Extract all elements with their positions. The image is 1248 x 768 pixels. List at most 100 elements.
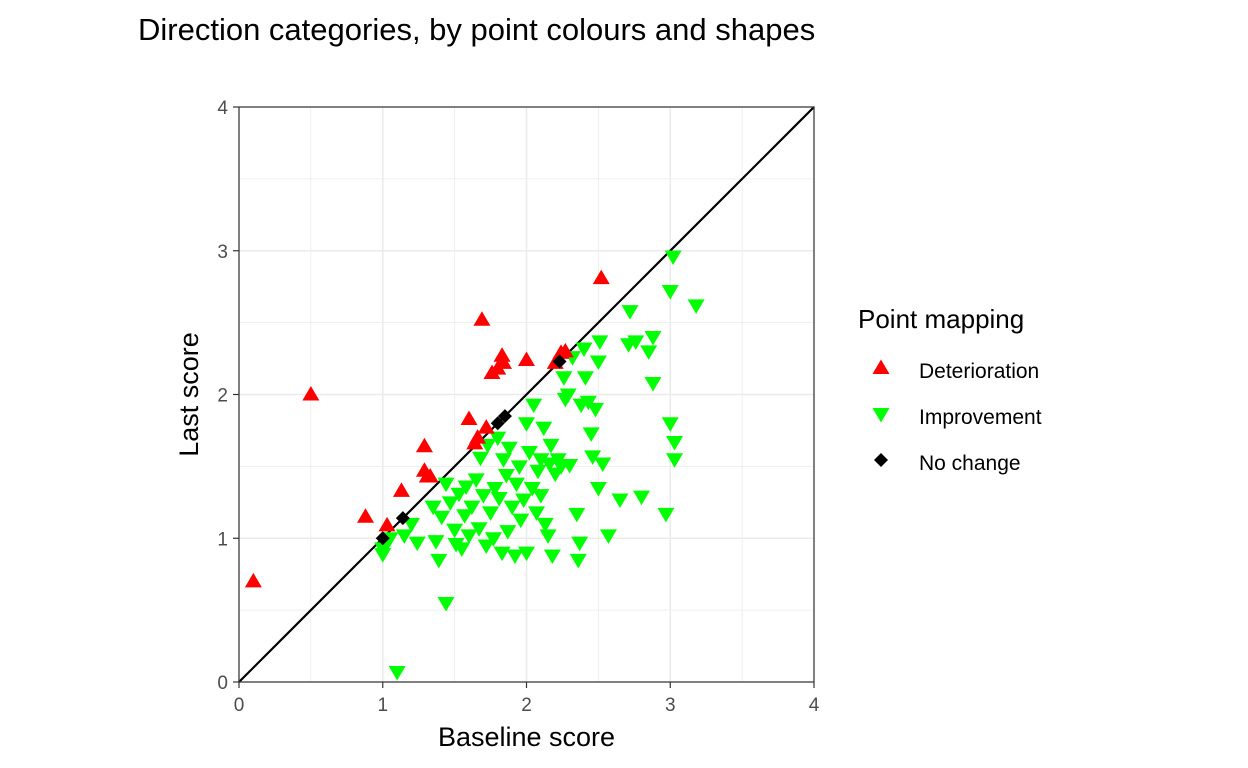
improvement-point (500, 441, 518, 457)
x-tick-label: 2 (521, 695, 532, 716)
improvement-point (503, 500, 521, 516)
improvement-point (470, 522, 488, 537)
improvement-point (644, 331, 662, 346)
deterioration-point (460, 410, 478, 425)
deterioration-point (477, 419, 495, 434)
no-change-point (375, 531, 390, 546)
y-tick-label: 2 (217, 386, 228, 407)
deterioration-point (493, 347, 511, 362)
improvement-point (589, 481, 607, 497)
improvement-point (450, 487, 468, 503)
improvement-point (532, 489, 550, 504)
y-tick-label: 3 (217, 242, 228, 263)
improvement-point (518, 417, 535, 432)
improvement-point (457, 480, 475, 495)
improvement-point (657, 507, 675, 523)
legend-label-improvement: Improvement (919, 406, 1042, 429)
improvement-point (569, 553, 587, 569)
improvement-point (528, 506, 546, 521)
improvement-point (661, 285, 679, 300)
y-tick-label: 4 (217, 98, 228, 119)
improvement-point (568, 507, 586, 523)
improvement-point (633, 490, 650, 506)
improvement-point (460, 529, 478, 544)
improvement-point (661, 417, 679, 432)
improvement-point (495, 453, 512, 468)
improvement-point (599, 529, 617, 544)
improvement-point (666, 453, 684, 468)
no-change-point (395, 511, 410, 526)
improvement-point (388, 665, 406, 681)
improvement-point (664, 250, 682, 265)
improvement-point (591, 335, 609, 350)
legend-label-no-change: No change (919, 452, 1021, 475)
improvement-point (525, 398, 543, 414)
improvement-point (463, 500, 481, 516)
improvement-point (575, 342, 593, 357)
improvement-point (441, 496, 459, 511)
deterioration-point (556, 342, 574, 358)
improvement-point (515, 493, 533, 508)
improvement-point (543, 549, 561, 564)
reference-line (238, 106, 815, 683)
improvement-point (497, 469, 515, 484)
legend-label-deterioration: Deterioration (919, 360, 1039, 383)
improvement-point (453, 542, 471, 557)
improvement-point (587, 402, 604, 418)
improvement-point (456, 509, 474, 524)
improvement-point (403, 517, 420, 533)
legend-key-deterioration (872, 359, 890, 374)
deterioration-point (495, 354, 512, 369)
no-change-point (490, 416, 505, 431)
axis-ticks: 0 1 2 3 4 0 1 2 3 4 (217, 98, 819, 716)
deterioration-point (302, 386, 320, 401)
improvement-point (489, 431, 507, 447)
x-tick-label: 4 (809, 695, 820, 716)
deterioration-point (469, 429, 487, 444)
deterioration-point (415, 437, 433, 453)
deterioration-point (357, 508, 374, 523)
improvement-point (518, 546, 535, 562)
improvement-point (594, 457, 612, 472)
deterioration-point (592, 269, 610, 285)
improvement-point (408, 536, 426, 552)
improvement-point (559, 388, 577, 403)
improvement-point (437, 596, 455, 612)
x-tick-label: 0 (234, 695, 245, 716)
improvement-point (490, 492, 508, 507)
legend-title: Point mapping (858, 304, 1024, 334)
legend-key-no-change (874, 453, 888, 467)
data-points (244, 250, 705, 681)
improvement-point (640, 345, 658, 360)
improvement-point (536, 517, 554, 533)
improvement-point (433, 510, 451, 526)
y-tick-label: 1 (217, 529, 228, 550)
improvement-point (627, 335, 645, 350)
improvement-point (542, 438, 560, 454)
improvement-point (523, 481, 541, 497)
improvement-point (529, 464, 547, 480)
improvement-point (472, 451, 489, 467)
improvement-point (561, 458, 579, 474)
improvement-point (427, 535, 445, 550)
x-tick-label: 3 (665, 695, 676, 716)
improvement-point (555, 371, 573, 386)
no-change-point (497, 409, 512, 424)
x-axis-title: Baseline score (438, 722, 615, 752)
y-tick-label: 0 (217, 673, 228, 694)
improvement-point (532, 453, 550, 468)
improvement-point (510, 460, 528, 475)
improvement-point (474, 489, 492, 504)
improvement-point (589, 355, 607, 370)
deterioration-point (244, 572, 262, 588)
legend: Point mapping Deterioration Improvement No… (858, 304, 1042, 475)
improvement-point (576, 371, 594, 386)
improvement-point (482, 506, 500, 521)
improvement-point (437, 477, 455, 493)
improvement-point (507, 477, 525, 493)
improvement-point (467, 473, 485, 488)
deterioration-point (421, 467, 439, 483)
improvement-point (644, 377, 662, 392)
improvement-point (687, 299, 705, 314)
